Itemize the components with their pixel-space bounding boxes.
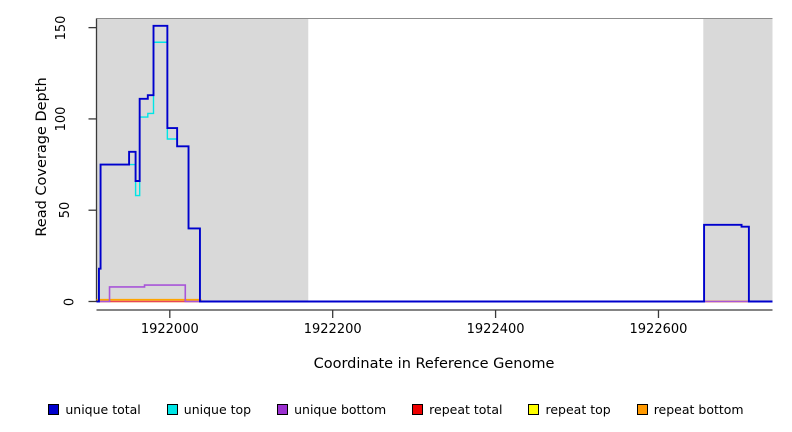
chart-legend: unique total unique top unique bottom repea… bbox=[0, 398, 792, 420]
y-tick-label: 150 bbox=[54, 15, 70, 41]
legend-swatch-icon bbox=[636, 403, 648, 415]
legend-item[interactable]: repeat bottom bbox=[636, 401, 744, 417]
legend-label: repeat top bbox=[545, 401, 611, 417]
y-tick-label: 100 bbox=[54, 106, 70, 132]
x-axis-label: Coordinate in Reference Genome bbox=[313, 356, 555, 372]
x-tick-label: 1922600 bbox=[629, 322, 688, 337]
y-axis-label: Read Coverage Depth bbox=[34, 77, 50, 237]
axis-frame bbox=[95, 18, 773, 311]
legend-item[interactable]: repeat total bbox=[412, 402, 502, 417]
x-tick-label: 1922000 bbox=[140, 322, 199, 337]
legend-label: repeat bottom bbox=[653, 401, 744, 417]
legend-item[interactable]: repeat top bbox=[528, 401, 611, 417]
x-tick-label: 1922200 bbox=[303, 322, 362, 337]
repeat-region-right bbox=[703, 18, 773, 302]
legend-label: repeat total bbox=[429, 401, 503, 417]
legend-label: unique total bbox=[65, 401, 141, 417]
x-tick-label: 1922400 bbox=[466, 322, 525, 337]
axis-ticks bbox=[88, 26, 660, 318]
legend-swatch-icon bbox=[277, 403, 289, 415]
legend-swatch-icon bbox=[166, 403, 178, 415]
legend-label: unique top bbox=[183, 401, 252, 417]
series-line-unique-bottom bbox=[96, 284, 773, 303]
data-series bbox=[96, 24, 773, 303]
legend-item[interactable]: unique bottom bbox=[277, 402, 386, 417]
legend-label: unique bottom bbox=[294, 401, 387, 417]
y-tick-label: 50 bbox=[58, 201, 74, 219]
repeat-region-left bbox=[96, 18, 309, 302]
legend-swatch-icon bbox=[528, 403, 540, 415]
legend-item[interactable]: unique top bbox=[166, 401, 252, 417]
shaded-regions bbox=[96, 18, 773, 302]
legend-item[interactable]: unique total bbox=[48, 401, 141, 417]
y-tick-label: 0 bbox=[62, 297, 78, 306]
legend-swatch-icon bbox=[48, 403, 60, 415]
legend-swatch-icon bbox=[412, 403, 424, 415]
series-line-unique-total bbox=[96, 24, 773, 303]
